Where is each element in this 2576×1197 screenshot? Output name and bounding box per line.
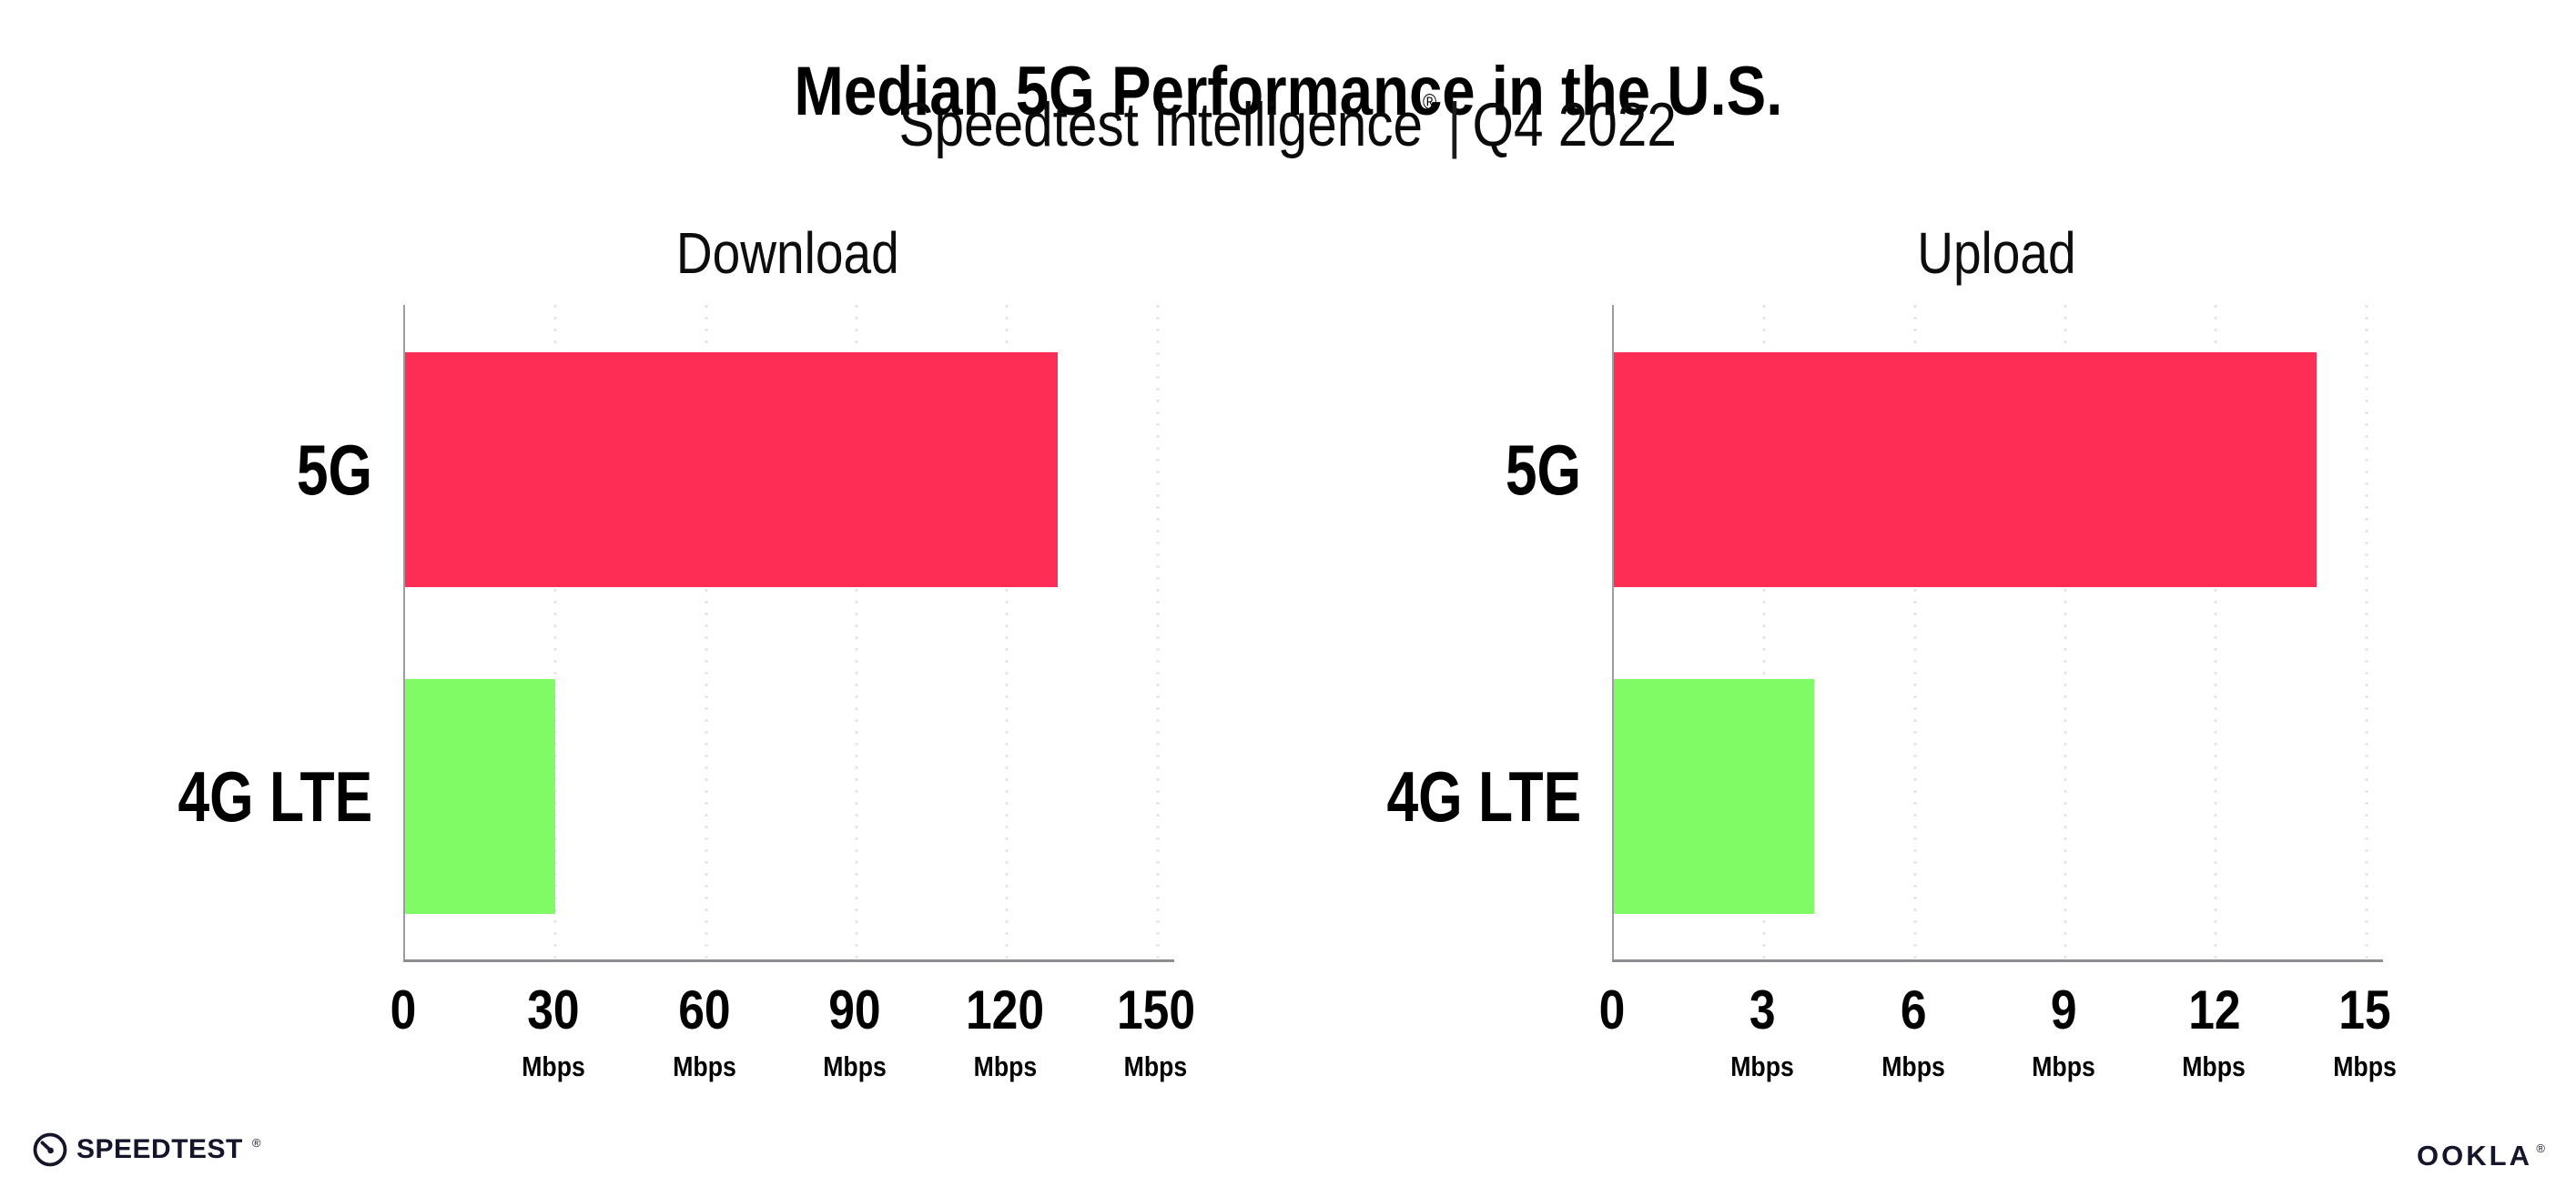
tick-unit: Mbps (1730, 1050, 1795, 1082)
x-tick-label: 3 Mbps (1726, 979, 1800, 1082)
gridline (2214, 305, 2217, 959)
gridline (1762, 305, 1766, 959)
tick-unit: Mbps (2332, 1050, 2397, 1082)
bar-4g-lte (1614, 679, 1815, 914)
x-tick-label: 0 (1597, 983, 1627, 1038)
upload-chart: Upload 5G 4G LTE 0 3 Mbps 6 Mbps 9 Mbps 12 Mbps 15… (1375, 0, 2397, 1197)
tick-unit: Mbps (522, 1050, 586, 1082)
tick-unit: Mbps (672, 1050, 736, 1082)
download-plot-area: 5G 4G LTE (177, 305, 1174, 962)
gridline (2365, 305, 2368, 959)
tick-value: 90 (828, 979, 881, 1040)
download-x-axis-labels: 0 30 Mbps 60 Mbps 90 Mbps 120 Mbps 150 Mbps (390, 979, 1195, 1111)
tick-value: 3 (1749, 979, 1776, 1040)
registered-trademark-icon: ® (1423, 90, 1437, 116)
subtitle-brand: Speedtest Intelligence (898, 90, 1424, 159)
tick-value: 0 (390, 979, 417, 1040)
category-label: 5G (1505, 430, 1581, 510)
gridline (2064, 305, 2067, 959)
tick-value: 60 (678, 979, 731, 1040)
x-tick-label: 150 Mbps (1111, 979, 1202, 1082)
page-subtitle: Speedtest Intelligence® | Q4 2022 (0, 90, 2576, 159)
download-chart: Download 5G 4G LTE 0 30 Mbps 60 Mbps 90 Mbps 120… (167, 0, 1195, 1197)
tick-value: 30 (527, 979, 581, 1040)
gridline (1005, 305, 1009, 959)
upload-plot-area: 5G 4G LTE (1386, 305, 2383, 962)
tick-value: 120 (966, 979, 1045, 1040)
x-tick-label: 0 (388, 983, 418, 1038)
category-label: 5G (296, 430, 372, 510)
tick-value: 6 (1900, 979, 1927, 1040)
subtitle-separator: | (1447, 90, 1462, 159)
ookla-logo: OOKLA ® (2417, 1140, 2545, 1172)
gridline (705, 305, 708, 959)
speedtest-trademark-icon: ® (251, 1135, 261, 1150)
tick-value: 150 (1116, 979, 1195, 1040)
tick-unit: Mbps (1123, 1050, 1188, 1082)
tick-unit: Mbps (973, 1050, 1038, 1082)
tick-unit: Mbps (823, 1050, 887, 1082)
tick-unit: Mbps (2182, 1050, 2246, 1082)
x-tick-label: 90 Mbps (818, 979, 892, 1082)
speedtest-logo: SPEEDTEST ® (33, 1132, 260, 1167)
gridline (1156, 305, 1160, 959)
x-tick-label: 60 Mbps (667, 979, 741, 1082)
gridline (1913, 305, 1917, 959)
bar-4g-lte (405, 679, 556, 914)
x-tick-label: 30 Mbps (517, 979, 591, 1082)
tick-unit: Mbps (1881, 1050, 1945, 1082)
upload-x-axis-labels: 0 3 Mbps 6 Mbps 9 Mbps 12 Mbps 15 Mbps (1599, 979, 2397, 1111)
tick-value: 9 (2050, 979, 2077, 1040)
x-tick-label: 120 Mbps (959, 979, 1050, 1082)
bar-5g (405, 352, 1058, 587)
tick-value: 12 (2187, 979, 2241, 1040)
gauge-icon (33, 1132, 67, 1167)
subtitle-period: Q4 2022 (1472, 90, 1678, 159)
gridline (553, 305, 557, 959)
download-chart-title: Download (676, 220, 899, 286)
x-tick-label: 9 Mbps (2027, 979, 2101, 1082)
page-title-text: Median 5G Performance in the U.S. (794, 52, 1782, 130)
upload-chart-title: Upload (1917, 220, 2076, 286)
x-tick-label: 12 Mbps (2177, 979, 2251, 1082)
speedtest-wordmark: SPEEDTEST (76, 1134, 243, 1164)
category-label: 4G LTE (1386, 756, 1581, 837)
x-tick-label: 6 Mbps (1876, 979, 1950, 1082)
category-label: 4G LTE (177, 756, 372, 837)
tick-value: 15 (2338, 979, 2391, 1040)
page-title: Median 5G Performance in the U.S. (0, 52, 2576, 130)
ookla-trademark-icon: ® (2536, 1141, 2545, 1155)
bar-5g (1614, 352, 2317, 587)
ookla-wordmark: OOKLA (2417, 1140, 2532, 1172)
tick-value: 0 (1598, 979, 1626, 1040)
tick-unit: Mbps (2032, 1050, 2095, 1082)
gridline (855, 305, 858, 959)
x-tick-label: 15 Mbps (2328, 979, 2401, 1082)
